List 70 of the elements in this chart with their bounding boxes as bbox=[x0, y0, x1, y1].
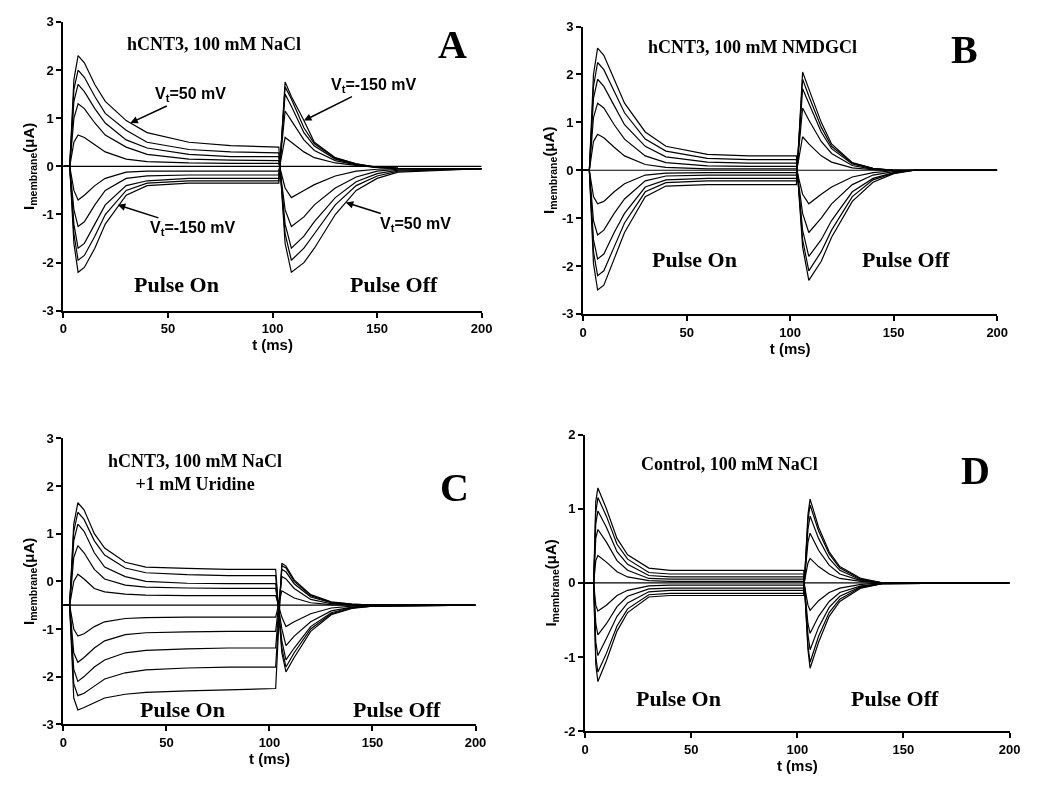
x-tick-label: 150 bbox=[882, 324, 905, 340]
x-tick-label: 150 bbox=[892, 741, 915, 757]
y-tick-label: 0 bbox=[568, 575, 576, 591]
annotation: Pulse Off bbox=[851, 686, 940, 711]
y-tick-label: 2 bbox=[46, 478, 54, 494]
y-tick-label: 3 bbox=[46, 14, 54, 30]
y-tick-label: 2 bbox=[566, 67, 574, 83]
y-tick-label: -1 bbox=[564, 649, 576, 665]
y-tick-label: 0 bbox=[566, 162, 574, 178]
y-tick-label: -3 bbox=[42, 716, 54, 732]
x-tick-label: 50 bbox=[160, 321, 176, 337]
annotation: Pulse On bbox=[652, 247, 737, 272]
y-tick-label: 2 bbox=[46, 62, 54, 78]
y-tick-label: 1 bbox=[568, 501, 576, 517]
annotation: C bbox=[440, 465, 469, 510]
y-tick-label: 2 bbox=[568, 427, 576, 443]
annotation: V$_{t}$=-150 mV bbox=[331, 76, 417, 96]
annotation: Pulse Off bbox=[350, 272, 439, 297]
annotation: D bbox=[961, 448, 990, 493]
text: hCNT3, 100 mM NaCl +1 mM Uridine bbox=[108, 451, 282, 495]
y-tick-label: 1 bbox=[46, 110, 54, 126]
x-axis-title: t (ms) bbox=[249, 749, 290, 767]
x-tick-label: 0 bbox=[59, 734, 68, 750]
annotation: Pulse On bbox=[134, 272, 219, 297]
annotation: V$_{t}$=-150 mV bbox=[150, 219, 236, 239]
y-tick-label: 0 bbox=[46, 158, 54, 174]
y-tick-label: -2 bbox=[564, 723, 576, 739]
x-axis-title: t (ms) bbox=[252, 336, 293, 354]
x-tick-label: 100 bbox=[261, 321, 284, 337]
x-tick-label: 200 bbox=[470, 321, 493, 337]
y-tick-label: 3 bbox=[46, 430, 54, 446]
text: Control, 100 mM NaCl bbox=[641, 454, 818, 474]
y-tick-label: -2 bbox=[42, 669, 54, 685]
annotation: V$_{t}$=50 mV bbox=[380, 215, 452, 235]
x-tick-label: 200 bbox=[998, 741, 1021, 757]
x-tick-label: 0 bbox=[579, 324, 587, 340]
y-tick-label: -3 bbox=[42, 303, 54, 319]
x-axis-title: t (ms) bbox=[769, 339, 811, 357]
text: hCNT3, 100 mM NaCl bbox=[127, 34, 301, 54]
x-tick-label: 100 bbox=[779, 324, 802, 340]
y-tick-label: -1 bbox=[561, 210, 574, 226]
y-tick-label: -2 bbox=[561, 258, 574, 274]
x-tick-label: 100 bbox=[258, 734, 281, 750]
annotation: B bbox=[951, 27, 978, 72]
x-tick-label: 50 bbox=[679, 324, 694, 340]
y-tick-label: -1 bbox=[42, 207, 54, 223]
x-tick-label: 0 bbox=[59, 321, 68, 337]
y-tick-label: 0 bbox=[46, 573, 54, 589]
x-axis-title: t (ms) bbox=[776, 756, 818, 774]
y-tick-label: 1 bbox=[566, 114, 574, 130]
annotation: Pulse Off bbox=[353, 697, 442, 722]
annotation: A bbox=[438, 22, 467, 67]
text: hCNT3, 100 mM NMDGCl bbox=[648, 37, 857, 57]
x-tick-label: 100 bbox=[786, 741, 809, 757]
y-tick-label: -2 bbox=[42, 255, 54, 271]
x-tick-label: 150 bbox=[366, 321, 388, 337]
x-tick-label: 0 bbox=[581, 741, 589, 757]
x-tick-label: 200 bbox=[464, 734, 487, 750]
x-tick-label: 50 bbox=[159, 734, 174, 750]
x-tick-label: 50 bbox=[684, 741, 699, 757]
y-tick-label: -1 bbox=[42, 621, 54, 637]
y-tick-label: 3 bbox=[566, 19, 574, 35]
annotation: Pulse On bbox=[636, 686, 721, 711]
y-tick-label: 1 bbox=[46, 526, 54, 542]
annotation: Pulse On bbox=[140, 697, 225, 722]
x-tick-label: 200 bbox=[986, 324, 1009, 340]
annotation: V$_{t}$=50 mV bbox=[155, 85, 227, 105]
x-tick-label: 150 bbox=[361, 734, 384, 750]
y-tick-label: -3 bbox=[561, 306, 574, 322]
annotation: Pulse Off bbox=[862, 247, 951, 272]
